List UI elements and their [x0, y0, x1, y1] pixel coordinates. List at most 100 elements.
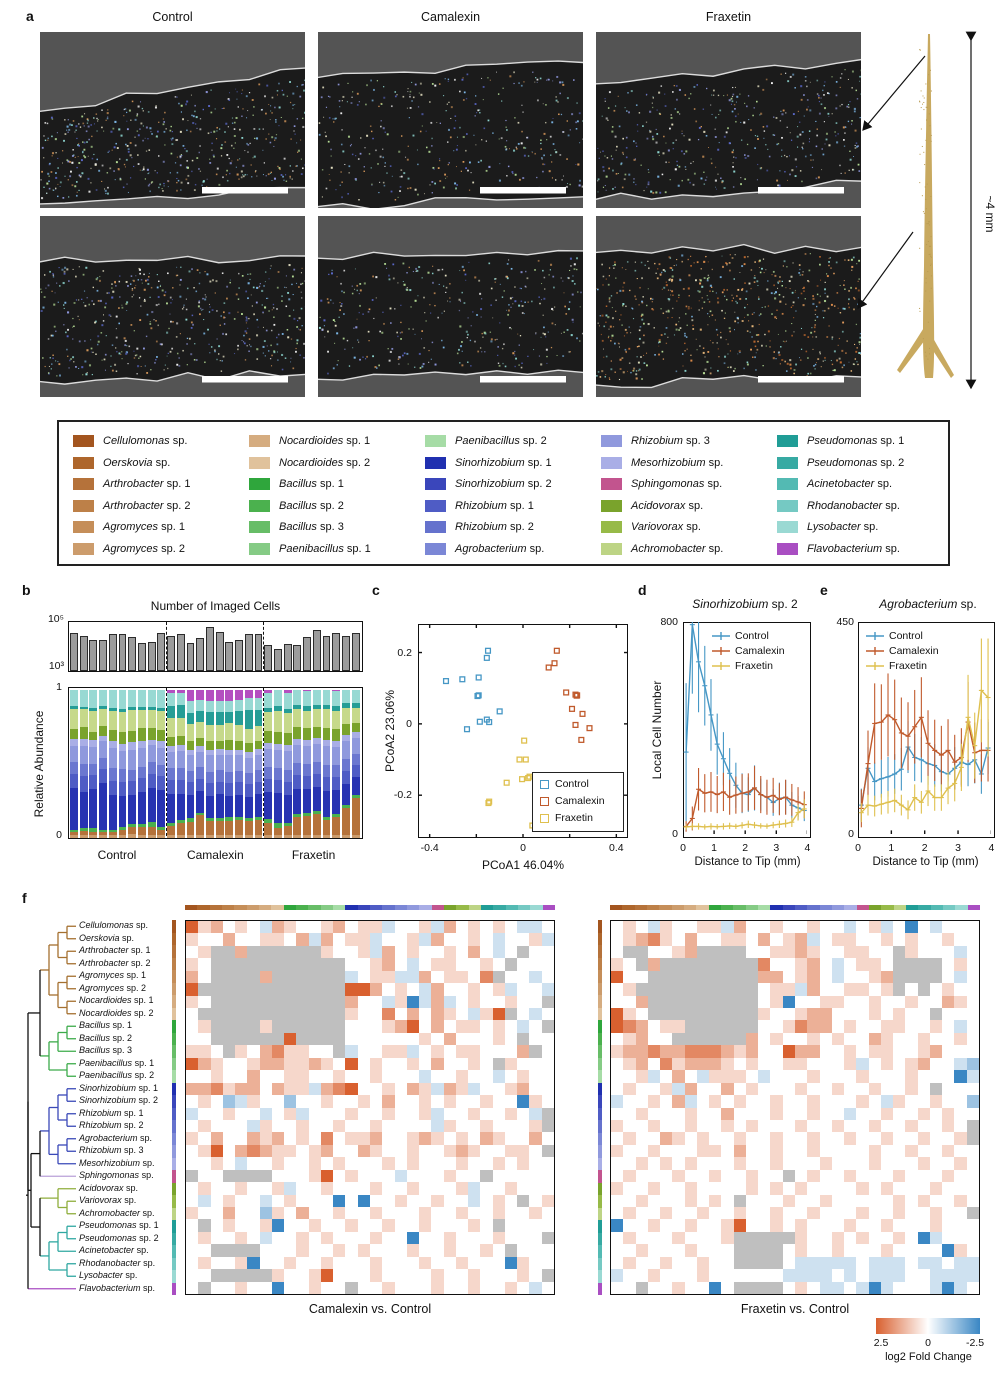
stacked-segment: [70, 728, 78, 739]
stacked-segment: [70, 738, 78, 746]
heatmap-cell: [369, 983, 383, 996]
heatmap-cell: [345, 1256, 358, 1270]
row-color-cell: [598, 1095, 602, 1108]
heatmap-cell: [345, 1144, 358, 1158]
heatmap-cell: [247, 1020, 260, 1033]
heatmap-cell: [782, 1132, 795, 1145]
heatmap-cell: [455, 958, 469, 971]
heatmap-cell: [856, 1008, 869, 1021]
stacked-segment: [341, 835, 350, 838]
legend-suffix: sp. 1: [510, 499, 534, 512]
heatmap-cell: [684, 1206, 697, 1220]
heatmap-cell: [611, 1194, 624, 1207]
heatmap-cell: [320, 945, 334, 959]
heatmap-cell: [235, 970, 248, 984]
legend-item: Acidovorax sp.: [601, 499, 703, 513]
heatmap-cell: [394, 1269, 407, 1282]
heatmap-cell: [611, 1206, 624, 1220]
f-species-suffix: sp. 2: [134, 1070, 155, 1080]
heatmap-cell: [431, 958, 444, 971]
stacked-segment: [225, 712, 234, 724]
heatmap-cell: [709, 1206, 722, 1220]
heatmap-cell: [186, 1070, 199, 1083]
col-color-cell: [942, 905, 956, 910]
heatmap-cell: [745, 1045, 759, 1058]
heatmap-cell: [504, 1281, 518, 1294]
heatmap-cell: [733, 1095, 746, 1108]
heatmap-cell: [611, 1070, 624, 1083]
heatmap-cell: [880, 1281, 894, 1294]
col-color-cell: [185, 905, 198, 910]
heatmap-cell: [406, 1281, 420, 1294]
heatmap-cell: [942, 970, 955, 984]
stacked-segment: [108, 710, 117, 731]
stacked-segment: [225, 817, 234, 822]
heatmap-cell: [844, 1070, 857, 1083]
heatmap-cell: [541, 1281, 554, 1294]
heatmap-cell: [672, 1219, 685, 1232]
stacked-segment: [205, 749, 214, 756]
heatmap-cell: [954, 1119, 967, 1133]
legend-suffix: sp. 3: [686, 435, 710, 447]
heatmap-cell: [733, 1144, 746, 1158]
f-species-genus: Flavobacterium: [79, 1282, 141, 1293]
heatmap-cell: [893, 1070, 906, 1083]
heatmap-cell: [198, 1132, 211, 1145]
heatmap-cell: [247, 1119, 260, 1133]
heatmap-cell: [529, 1008, 542, 1021]
heatmap-cell: [831, 1070, 845, 1083]
stacked-segment: [244, 821, 253, 836]
heatmap-cell: [684, 983, 697, 996]
heatmap-cell: [357, 1045, 370, 1058]
heatmap-cell: [369, 1219, 383, 1232]
heatmap-cell: [455, 1182, 469, 1195]
d-xtick-label: 3: [773, 842, 780, 854]
stacked-segment: [215, 781, 224, 795]
heatmap-cell: [186, 1281, 199, 1294]
heatmap-cell: [333, 933, 346, 946]
heatmap-cell: [880, 1157, 894, 1170]
heatmap-cell: [893, 1057, 906, 1071]
heatmap-cell: [382, 1157, 395, 1170]
heatmap-cell: [880, 1020, 894, 1033]
stacked-segment: [99, 829, 108, 833]
heatmap-cell: [357, 1206, 370, 1220]
heatmap-cell: [186, 1008, 199, 1021]
heatmap-cell: [733, 1169, 746, 1183]
heatmap-cell: [844, 1219, 857, 1232]
heatmap-cell: [893, 1182, 906, 1195]
stacked-segment: [332, 764, 341, 777]
heatmap-cell: [271, 1008, 285, 1021]
heatmap-cell: [210, 1095, 223, 1108]
heatmap-cell: [406, 1206, 420, 1220]
stacked-segment: [196, 710, 205, 723]
heatmap-cell: [492, 1082, 505, 1096]
heatmap-cell: [357, 1157, 370, 1170]
heatmap-cell: [856, 1095, 869, 1108]
heatmap-cell: [782, 1194, 795, 1207]
col-color-cell: [893, 905, 906, 910]
heatmap-cell: [247, 1256, 260, 1270]
stacked-segment: [157, 748, 166, 766]
legend-swatch: [73, 456, 94, 469]
heatmap-cell: [954, 1144, 967, 1158]
heatmap-cell: [635, 1182, 648, 1195]
heatmap-cell: [455, 983, 469, 996]
stacked-segment: [312, 709, 321, 728]
heatmap-cell: [819, 933, 832, 946]
heatmap-cell: [721, 970, 734, 984]
heatmap-cell: [455, 1070, 469, 1083]
heatmap-cell: [856, 1045, 869, 1058]
stacked-segment: [322, 816, 331, 820]
heatmap-cell: [541, 995, 554, 1009]
stacked-segment: [341, 805, 350, 809]
heatmap-cell: [696, 983, 710, 996]
heatmap-cell: [733, 933, 746, 946]
heatmap-cell: [406, 1020, 420, 1033]
heatmap-cell: [541, 1008, 554, 1021]
heatmap-cell: [745, 1244, 759, 1257]
f-species-suffix: sp. 2: [131, 957, 151, 968]
heatmap-cell: [419, 1095, 432, 1108]
heatmap-cell: [794, 1194, 808, 1207]
heatmap-cell: [819, 1008, 832, 1021]
